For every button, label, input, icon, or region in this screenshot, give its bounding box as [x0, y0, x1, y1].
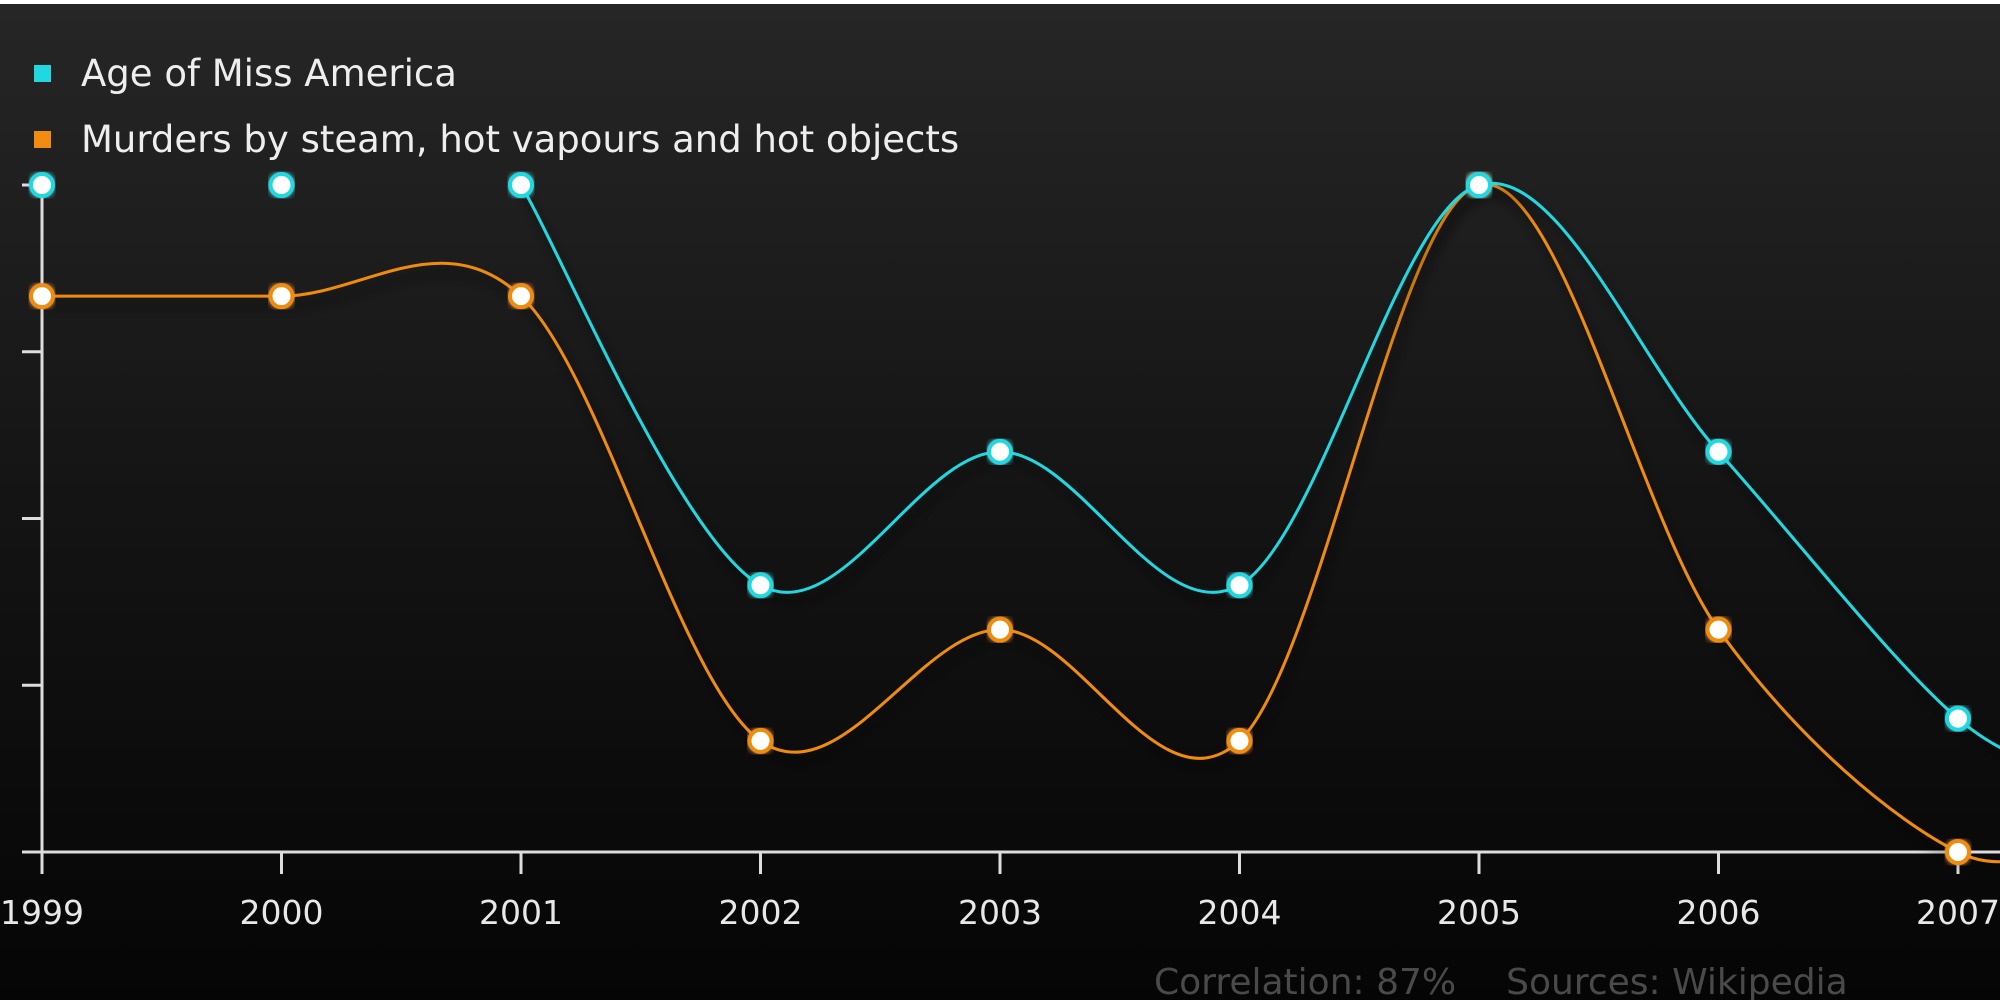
- x-tick-label: 2000: [240, 893, 324, 932]
- data-point: [1466, 172, 1492, 198]
- data-point: [1226, 727, 1253, 754]
- series-line: [41, 183, 2000, 864]
- x-tick-label: 2005: [1437, 893, 1521, 932]
- series-line: [519, 181, 2000, 750]
- data-point: [987, 438, 1013, 465]
- x-tick-label: 1999: [0, 893, 84, 932]
- footer: Correlation: 87% Sources: Wikipedia: [1154, 962, 1898, 1000]
- data-point: [747, 572, 774, 599]
- sources-text: Sources: Wikipedia: [1506, 962, 1848, 1000]
- data-point: [29, 283, 55, 310]
- legend: Age of Miss America Murders by steam, ho…: [34, 40, 959, 172]
- x-tick-label: 2002: [719, 893, 803, 932]
- data-point: [1705, 438, 1732, 465]
- legend-item: Murders by steam, hot vapours and hot ob…: [34, 106, 959, 172]
- data-point: [508, 172, 534, 198]
- data-point: [1945, 839, 1971, 865]
- x-tick-label: 2007: [1916, 893, 2000, 932]
- data-point: [29, 172, 55, 198]
- chart: 1999 2000 2001 2002 2003 2004 2005 2006 2007 Age…: [0, 4, 2000, 1000]
- data-point: [1945, 705, 1971, 732]
- data-point: [1705, 616, 1732, 643]
- legend-label: Murders by steam, hot vapours and hot ob…: [81, 117, 960, 161]
- x-tick-label: 2001: [479, 893, 563, 932]
- data-point: [747, 727, 774, 754]
- legend-label: Age of Miss America: [81, 51, 457, 95]
- x-tick-label: 2006: [1677, 893, 1761, 932]
- data-point: [1226, 572, 1253, 599]
- legend-item: Age of Miss America: [34, 40, 959, 106]
- plot-area: 1999 2000 2001 2002 2003 2004 2005 2006 2007: [0, 172, 2000, 932]
- x-tick-label: 2003: [958, 893, 1042, 932]
- data-point: [508, 283, 534, 310]
- correlation-text: Correlation: 87%: [1154, 962, 1457, 1000]
- legend-swatch: [34, 130, 51, 148]
- data-point: [268, 283, 295, 310]
- data-point: [268, 172, 295, 198]
- data-point: [987, 616, 1013, 643]
- legend-swatch: [34, 64, 51, 82]
- x-tick-label: 2004: [1198, 893, 1282, 932]
